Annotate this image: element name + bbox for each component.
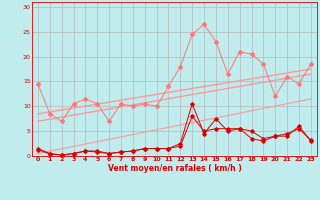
X-axis label: Vent moyen/en rafales ( km/h ): Vent moyen/en rafales ( km/h ) [108,164,241,173]
